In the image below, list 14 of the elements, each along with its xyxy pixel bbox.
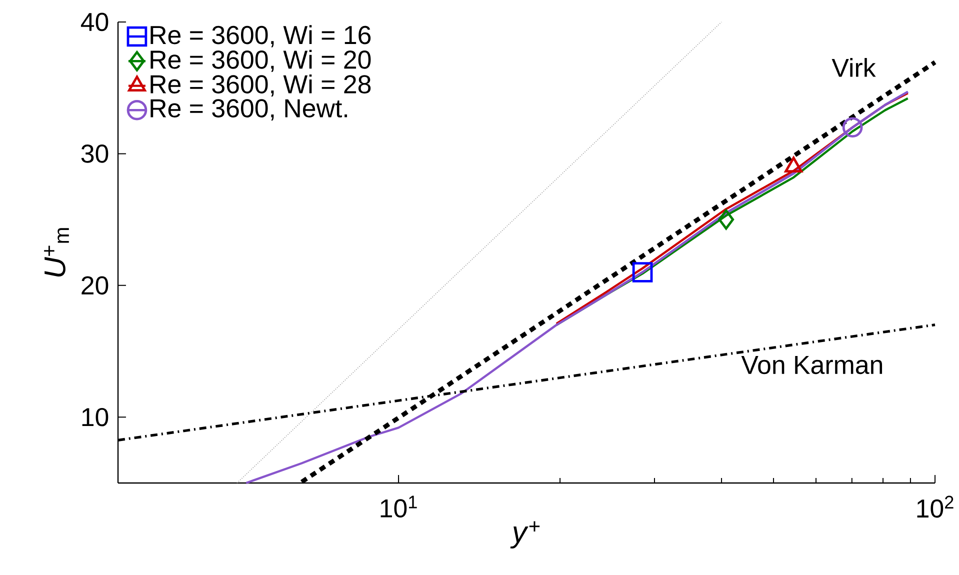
y-tick-label: 40 [80, 12, 108, 32]
y-tick-label: 30 [81, 144, 108, 163]
legend-label: Re = 3600, Wi = 16 [150, 25, 371, 48]
legend-label: Re = 3600, Wi = 20 [150, 50, 371, 72]
x-axis-title: y$^{+}$ [510, 521, 540, 549]
x-tick-label: 10$^{2}$ [917, 496, 954, 518]
series-label: Von Karman [741, 356, 882, 374]
y-axis-title: U$^{+}$m [44, 228, 69, 276]
series-label: Virk [832, 58, 876, 77]
legend-label: Re = 3600, Wi = 28 [150, 74, 371, 97]
y-tick-label: 20 [82, 276, 108, 295]
legend-label: Re = 3600, Newt. [150, 99, 348, 121]
x-tick-label: 10$^{1}$ [380, 496, 417, 518]
y-tick-label: 10 [82, 408, 108, 426]
